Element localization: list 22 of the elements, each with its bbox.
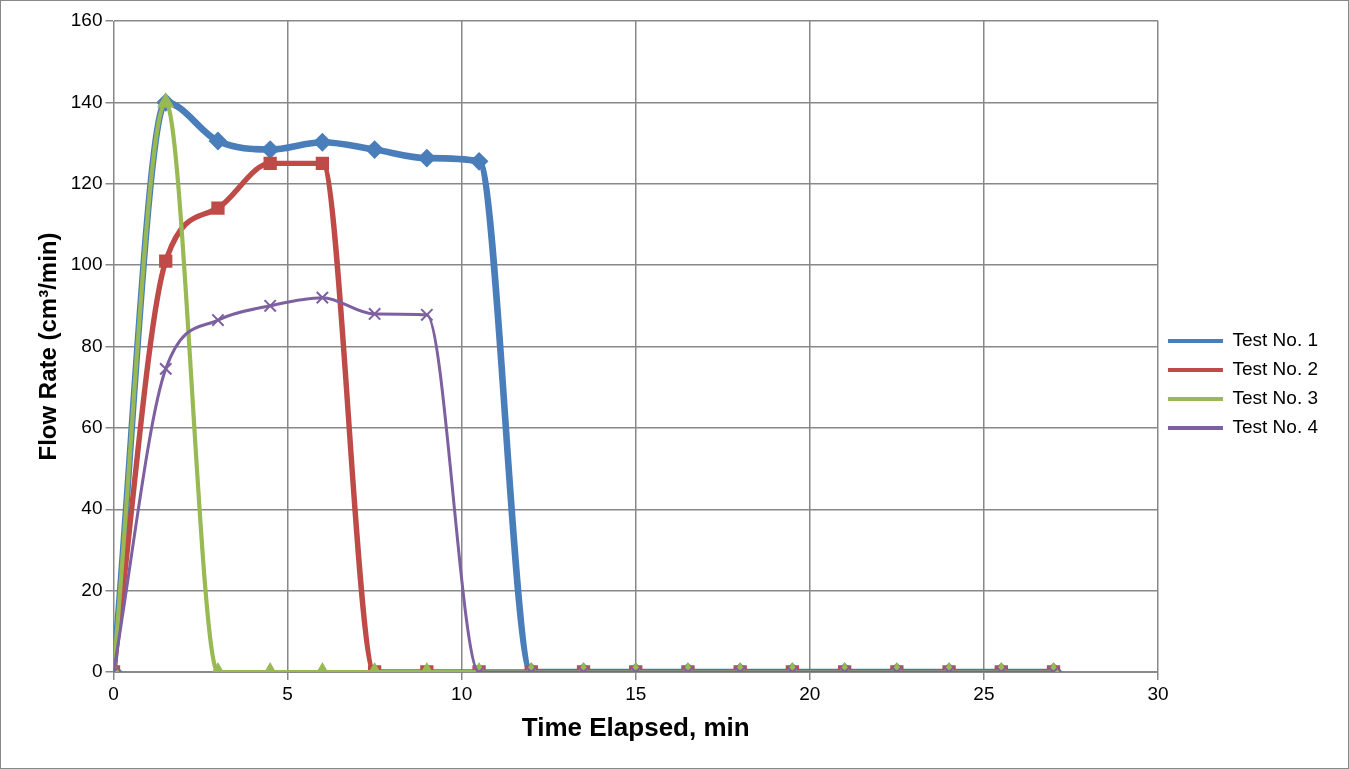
- y-tick-label: 100: [70, 253, 103, 275]
- x-tick-label: 30: [1147, 682, 1169, 704]
- x-tick-label: 20: [799, 682, 821, 704]
- y-tick-label: 60: [81, 416, 103, 438]
- legend-label: Test No. 1: [1232, 329, 1319, 351]
- x-tick-label: 10: [451, 682, 473, 704]
- y-tick-label: 80: [81, 334, 103, 356]
- x-tick-label: 0: [108, 682, 119, 704]
- y-tick-label: 0: [91, 660, 103, 682]
- y-tick-label: 120: [70, 171, 103, 193]
- y-tick-label: 40: [81, 497, 103, 519]
- y-axis-title: Flow Rate (cm³/min): [34, 232, 62, 461]
- x-tick-label: 25: [973, 682, 995, 704]
- legend-label: Test No. 3: [1232, 387, 1319, 409]
- legend-label: Test No. 4: [1232, 416, 1319, 438]
- legend-label: Test No. 2: [1232, 358, 1319, 380]
- y-tick-label: 20: [81, 578, 103, 600]
- x-tick-label: 5: [282, 682, 293, 704]
- x-axis-title: Time Elapsed, min: [521, 711, 750, 742]
- y-tick-label: 160: [70, 9, 103, 31]
- y-tick-label: 140: [70, 90, 103, 112]
- x-tick-label: 15: [625, 682, 647, 704]
